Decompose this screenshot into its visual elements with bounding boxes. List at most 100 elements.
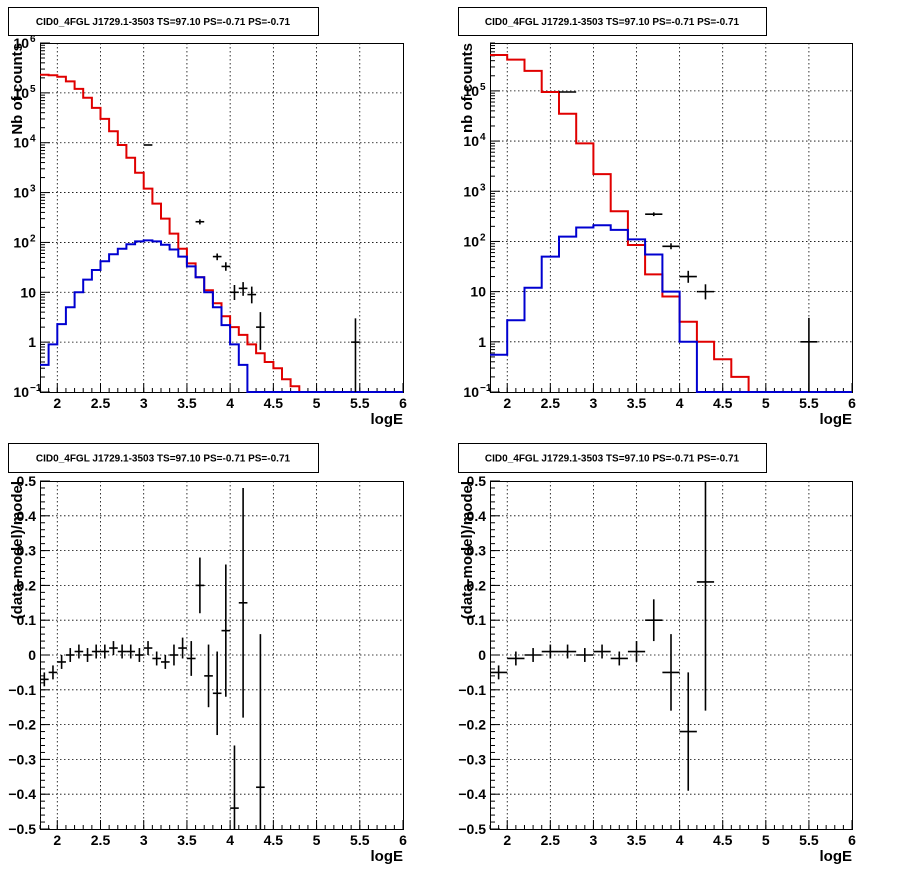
x-tick-label: 3.5 [627, 832, 647, 848]
plot-frame [490, 43, 853, 393]
y-tick-label: 10 [463, 183, 479, 199]
y-tick-label: 10 [13, 35, 29, 51]
data-point [143, 641, 153, 655]
data-point [230, 745, 239, 829]
x-tick-label: 2 [503, 832, 511, 848]
y-tick-label: 10 [13, 234, 29, 250]
data-point [65, 648, 75, 662]
histogram-series-2 [40, 239, 403, 393]
y-tick-label: 0.2 [17, 577, 37, 593]
data-point [161, 655, 170, 669]
x-tick-label: 2 [53, 395, 61, 411]
data-point [541, 644, 559, 659]
y-tick-exponent: 4 [30, 134, 36, 145]
x-tick-label: 3 [140, 395, 148, 411]
data-point [662, 243, 680, 250]
data-point [40, 672, 49, 687]
y-tick-exponent: 5 [30, 84, 36, 95]
data-point [48, 665, 58, 680]
data-point [696, 481, 715, 711]
x-tick-label: 5.5 [799, 832, 819, 848]
chart-panel-2: CID0_4FGL J1729.1-3503 TS=97.10 PS=-0.71… [458, 7, 856, 428]
data-point [178, 637, 187, 659]
data-point [524, 648, 542, 662]
data-point [221, 564, 231, 697]
x-tick-label: 3 [140, 832, 148, 848]
data-point [238, 487, 248, 718]
chart-title: CID0_4FGL J1729.1-3503 TS=97.10 PS=-0.71… [485, 17, 740, 28]
data-point [169, 644, 179, 666]
y-tick-label: 0.1 [17, 612, 37, 628]
y-tick-label: −0.5 [8, 821, 36, 837]
data-point [221, 262, 231, 271]
x-axis-title: logE [371, 411, 404, 428]
data-point [74, 644, 84, 659]
y-tick-exponent: 5 [480, 82, 486, 93]
x-tick-label: 5.5 [350, 832, 370, 848]
data-point [490, 665, 508, 680]
x-tick-label: 4.5 [713, 832, 733, 848]
y-tick-label: −0.4 [458, 786, 486, 802]
x-tick-label: 5.5 [350, 395, 370, 411]
y-tick-label: 0.2 [467, 577, 487, 593]
x-tick-label: 6 [399, 395, 407, 411]
x-tick-label: 4 [226, 395, 234, 411]
x-tick-label: 4.5 [713, 395, 733, 411]
y-axis-title: Nb of counts [9, 43, 26, 135]
x-tick-label: 3 [590, 395, 598, 411]
y-tick-label: 0.3 [17, 543, 37, 559]
x-tick-label: 3.5 [177, 832, 197, 848]
x-tick-label: 2.5 [91, 395, 111, 411]
data-point [238, 282, 248, 296]
title-box [8, 443, 319, 473]
y-tick-exponent: 4 [480, 132, 486, 143]
data-point [645, 212, 663, 217]
y-tick-label: 10 [13, 384, 29, 400]
y-tick-label: 0.5 [17, 473, 37, 489]
y-tick-label: −0.1 [8, 682, 36, 698]
y-tick-exponent: 2 [30, 233, 36, 244]
x-tick-label: 2 [503, 395, 511, 411]
data-point [212, 651, 222, 736]
y-tick-label: 10 [13, 85, 29, 101]
chart-panel-3: CID0_4FGL J1729.1-3503 TS=97.10 PS=-0.71… [8, 443, 407, 865]
y-tick-exponent: −1 [480, 383, 492, 394]
x-tick-label: 3 [590, 832, 598, 848]
data-point [126, 644, 136, 659]
data-point [135, 648, 144, 662]
x-tick-label: 5 [762, 832, 770, 848]
x-tick-label: 6 [848, 395, 856, 411]
data-point [204, 644, 213, 708]
y-tick-label: −0.2 [458, 717, 486, 733]
chart-title: CID0_4FGL J1729.1-3503 TS=97.10 PS=-0.71… [485, 454, 740, 465]
y-tick-label: 0 [28, 647, 36, 663]
y-axis-title: (data-model)/model [9, 481, 26, 619]
data-point [195, 219, 205, 225]
y-tick-label: 0.5 [467, 473, 487, 489]
data-point [195, 557, 205, 614]
y-axis-title: nb of counts [459, 43, 476, 133]
data-point [143, 144, 153, 146]
data-point [507, 651, 525, 666]
x-tick-label: 5 [762, 395, 770, 411]
x-tick-label: 3.5 [627, 395, 647, 411]
data-point [83, 648, 92, 662]
y-tick-label: 10 [463, 384, 479, 400]
histogram-series-1 [40, 73, 403, 393]
chart-title: CID0_4FGL J1729.1-3503 TS=97.10 PS=-0.71… [36, 454, 291, 465]
chart-panel-4: CID0_4FGL J1729.1-3503 TS=97.10 PS=-0.71… [458, 443, 856, 865]
data-point [627, 641, 646, 662]
title-box [8, 7, 319, 36]
y-tick-label: 0.4 [467, 508, 487, 524]
histogram-series-2 [490, 224, 852, 393]
y-tick-label: 0 [478, 647, 486, 663]
y-tick-label: −0.3 [458, 751, 486, 767]
data-point [800, 317, 818, 392]
y-tick-label: 10 [463, 233, 479, 249]
plot-frame [40, 43, 404, 393]
x-tick-label: 2.5 [541, 395, 561, 411]
y-tick-label: 10 [20, 284, 36, 300]
data-point [576, 648, 594, 662]
x-tick-label: 2.5 [91, 832, 111, 848]
y-tick-label: 0.3 [467, 543, 487, 559]
